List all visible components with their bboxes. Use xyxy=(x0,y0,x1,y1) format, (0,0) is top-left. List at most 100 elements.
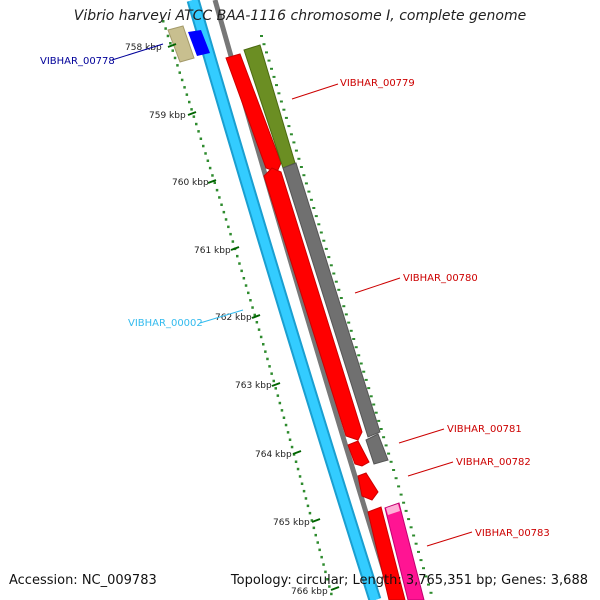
tick-label-766: 766 kbp xyxy=(291,587,328,597)
major-tick xyxy=(251,314,261,319)
gene-label-00780[interactable]: VIBHAR_00780 xyxy=(403,273,478,284)
feature-khaki xyxy=(167,25,195,63)
outer-tick xyxy=(314,215,318,218)
genome-stats-label: Topology: circular; Length: 3,765,351 bp… xyxy=(230,573,588,588)
minor-tick xyxy=(236,254,239,258)
minor-tick xyxy=(199,137,203,140)
minor-tick xyxy=(169,42,172,45)
outer-tick xyxy=(327,256,331,259)
outer-tick xyxy=(419,559,423,562)
outer-tick xyxy=(372,403,376,406)
minor-tick xyxy=(318,548,321,552)
minor-tick xyxy=(270,372,273,375)
minor-tick xyxy=(171,49,174,52)
outer-tick xyxy=(297,157,301,160)
feature-red-780 xyxy=(263,167,363,441)
minor-tick xyxy=(264,350,267,353)
gene-label-00781[interactable]: VIBHAR_00781 xyxy=(447,424,522,435)
minor-tick xyxy=(185,93,189,96)
minor-tick xyxy=(284,423,288,427)
minor-tick xyxy=(257,328,261,331)
minor-tick xyxy=(180,78,184,82)
outer-tick xyxy=(414,542,418,545)
minor-tick xyxy=(247,291,250,295)
leader-line-00778 xyxy=(111,43,164,61)
minor-tick xyxy=(312,526,316,530)
minor-tick xyxy=(249,299,252,302)
outer-tick xyxy=(369,395,373,398)
outer-tick xyxy=(389,460,393,463)
minor-tick xyxy=(328,585,331,588)
tick-label-759: 759 kbp xyxy=(149,111,186,121)
outer-tick xyxy=(359,362,363,365)
gene-label-00782[interactable]: VIBHAR_00782 xyxy=(456,457,531,468)
major-tick xyxy=(271,382,281,387)
feature-red-783 xyxy=(367,506,406,600)
minor-tick xyxy=(176,64,179,67)
outer-tick xyxy=(307,190,311,193)
minor-tick xyxy=(253,313,256,317)
outer-tick xyxy=(324,247,328,250)
leader-line-00779 xyxy=(291,83,339,100)
minor-tick xyxy=(294,460,298,463)
minor-tick xyxy=(266,357,269,361)
minor-tick xyxy=(202,144,205,148)
outer-tick xyxy=(402,501,406,504)
minor-tick xyxy=(316,541,319,544)
feature-gray-781 xyxy=(365,433,389,465)
minor-tick xyxy=(310,519,314,522)
kbp-tick-marks xyxy=(167,43,340,591)
outer-tick xyxy=(404,509,408,512)
outer-tick xyxy=(332,272,336,275)
leader-line-00782 xyxy=(407,461,454,477)
outer-tick xyxy=(344,313,348,316)
outer-tick xyxy=(377,419,381,422)
minor-tick xyxy=(282,416,286,419)
minor-tick xyxy=(164,27,167,30)
minor-tick xyxy=(211,174,214,177)
outer-tick xyxy=(265,51,268,54)
gene-label-00779[interactable]: VIBHAR_00779 xyxy=(340,78,415,89)
outer-tick xyxy=(352,338,356,340)
outer-tick xyxy=(279,100,283,103)
leader-line-00002 xyxy=(199,309,244,324)
outer-tick xyxy=(304,182,308,185)
minor-tick xyxy=(178,71,181,74)
feature-pink xyxy=(384,502,425,600)
minor-tick xyxy=(218,196,221,199)
outer-tick xyxy=(284,116,288,119)
major-tick xyxy=(292,450,302,455)
gene-label-00778[interactable]: VIBHAR_00778 xyxy=(40,56,115,67)
minor-tick xyxy=(330,592,333,596)
tick-label-764: 764 kbp xyxy=(255,450,292,460)
minor-tick xyxy=(286,431,290,434)
minor-tick xyxy=(259,335,263,339)
minor-tick xyxy=(240,269,243,273)
minor-tick xyxy=(272,379,275,383)
outer-tick xyxy=(392,469,396,471)
leader-line-00780 xyxy=(354,277,401,294)
minor-tick xyxy=(255,321,259,324)
minor-tick xyxy=(238,262,241,265)
minor-tick xyxy=(244,284,248,287)
feature-red-779 xyxy=(225,53,282,173)
minor-tick xyxy=(206,159,210,162)
outer-tick xyxy=(384,444,388,447)
outer-tick xyxy=(289,133,293,136)
minor-tick xyxy=(229,232,232,236)
outer-tick xyxy=(429,591,433,594)
outer-tick xyxy=(262,43,266,46)
minor-tick xyxy=(215,188,219,192)
major-tick xyxy=(207,179,217,184)
accession-label: Accession: NC_009783 xyxy=(9,573,157,588)
minor-tick xyxy=(274,387,277,390)
minor-tick xyxy=(231,240,235,243)
minor-tick xyxy=(242,277,246,280)
outer-tick xyxy=(397,485,401,488)
gene-label-00783[interactable]: VIBHAR_00783 xyxy=(475,528,550,539)
minor-tick xyxy=(183,86,186,89)
minor-tick xyxy=(227,225,230,229)
tick-label-761: 761 kbp xyxy=(194,246,231,256)
gene-label-00002[interactable]: VIBHAR_00002 xyxy=(128,318,203,329)
minor-tick xyxy=(276,394,280,397)
